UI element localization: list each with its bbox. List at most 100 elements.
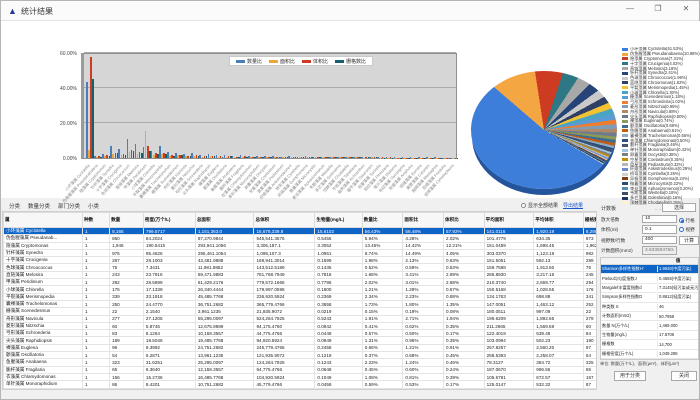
field-input-2[interactable] bbox=[642, 225, 677, 234]
table-row[interactable]: 甲藻属 Peridinium 1 292 28.5899 61,429.2176 779,… bbox=[3, 278, 596, 287]
bar-栅格数比 bbox=[278, 156, 281, 158]
table-cell: 294 bbox=[582, 278, 596, 287]
results-header-row: 值 bbox=[601, 258, 698, 265]
bar-legend-item: 体积比 bbox=[302, 58, 328, 65]
bar-group bbox=[377, 53, 386, 158]
result-row[interactable]: Simpson多样性指数D 0.8612(轻度污染) bbox=[601, 293, 698, 303]
table-row[interactable]: 针杆藻属 Synedra 1 975 95.4626 295,461.1054 1,095… bbox=[3, 248, 596, 258]
column-header[interactable]: 体积比 bbox=[443, 212, 485, 228]
table-cell: 43,481.9888 bbox=[194, 256, 255, 265]
table-row[interactable]: 尖头藻属 Raphidiopsis 1 189 18.5046 19,485.7768 9… bbox=[3, 336, 596, 345]
minimize-button[interactable]: — bbox=[626, 4, 634, 13]
table-row[interactable]: 栅藻属 Scenedesmus 1 22 2.1540 3,961.1235 21,935… bbox=[3, 307, 596, 316]
table-row[interactable]: 伪鱼腥藻属 Pseudanab... 1 860 84.2024 87,270.9844… bbox=[3, 234, 596, 243]
close-panel-button[interactable]: 关闭 bbox=[671, 371, 697, 381]
result-row[interactable]: 栅格数 14,700 bbox=[601, 340, 698, 350]
close-button[interactable]: ✕ bbox=[682, 4, 690, 13]
column-header[interactable]: 数量 bbox=[109, 212, 144, 228]
table-row[interactable]: 鱼腥藻属 Anabaena 1 323 31.6251 25,295.0097 124,2… bbox=[3, 358, 596, 367]
table-row[interactable]: 直链藻属 Melosira 1 243 23.7916 69,471.9883 781,7… bbox=[3, 270, 596, 280]
table-cell: 104,920.5924 bbox=[253, 372, 316, 382]
table-row[interactable]: 裸藻属 Euglena 1 96 9.3992 24,751.2682 245,779.4… bbox=[3, 343, 596, 353]
bar-栅格数比 bbox=[205, 156, 208, 158]
tab-1[interactable]: 分类 bbox=[9, 204, 21, 210]
tab-4[interactable]: 小类 bbox=[88, 204, 100, 210]
table-row[interactable]: 菱形藻属 Nitzschia 1 60 5.8745 12,675.9899 94,175… bbox=[3, 321, 596, 331]
result-row[interactable]: 生物量(mg/L) 17.6706 bbox=[601, 331, 698, 341]
use-for-classification-button[interactable]: 用于分类 bbox=[614, 371, 646, 381]
table-row[interactable]: 颤藻属 Oscillatoria 1 54 5.2871 13,961.1235 121,… bbox=[3, 351, 596, 360]
table-cell: 60 bbox=[582, 321, 596, 331]
pie-legend-label: 异极藻属 Gomphonema(0.24%) bbox=[630, 175, 690, 181]
radio-option[interactable]: 视野 bbox=[679, 225, 700, 234]
export-results-link[interactable]: 导出结果 bbox=[563, 203, 584, 209]
tab-3[interactable]: 部门分类 bbox=[58, 204, 81, 210]
table-cell: 55,295.0097 bbox=[194, 314, 255, 323]
table-row[interactable]: 衣藻属 Chlamydomonas 1 156 15.2736 16,485.7768 1… bbox=[3, 372, 596, 382]
table-row[interactable]: 脆杆藻属 Fragilaria 1 65 6.3640 12,159.3557 64,77… bbox=[3, 365, 596, 374]
column-header[interactable]: 属 bbox=[3, 212, 83, 228]
bar-体积比 bbox=[268, 156, 270, 158]
column-header[interactable]: 总面积 bbox=[194, 212, 255, 228]
field-input-3[interactable] bbox=[642, 235, 677, 244]
table-cell: 103.0994 bbox=[483, 336, 535, 345]
table-cell: 86 bbox=[109, 380, 144, 389]
table-row[interactable]: 单针藻属 Monoraphidium 1 86 8.4201 10,751.2682 45… bbox=[3, 380, 596, 389]
y-axis-tick-label: 60.00% bbox=[60, 51, 77, 57]
result-row[interactable]: 计数面积(mm2) 50.7959 bbox=[601, 312, 698, 322]
table-cell: 0.17% bbox=[443, 329, 485, 338]
pie-legend-item: 平裂藻属 Merismopedia(1.45%) bbox=[622, 85, 700, 90]
result-row[interactable]: 种类数 S 46 bbox=[601, 303, 698, 312]
column-header[interactable]: 种数 bbox=[81, 212, 111, 228]
pie-legend-label: 卵囊藻属 Oocystis(0.38%) bbox=[630, 151, 679, 157]
choose-board-button[interactable]: 选择 bbox=[662, 203, 696, 212]
bar-面积比 bbox=[282, 157, 285, 158]
column-header[interactable]: 面积比 bbox=[402, 212, 445, 228]
column-header[interactable]: 总体积 bbox=[253, 212, 316, 228]
pie-legend-label: 微囊藻属 Microcystis(0.22%) bbox=[630, 180, 684, 186]
result-row[interactable]: Pielou均匀度指数J 0.4656(中度污染) bbox=[601, 274, 698, 284]
bar-体积比 bbox=[300, 157, 303, 158]
table-cell: 3,305,187.1 bbox=[253, 241, 316, 250]
legend-color-chip bbox=[622, 191, 628, 195]
table-row[interactable]: 色球藻属 Chroococcus 1 75 7.3431 11,981.9852 143,… bbox=[3, 263, 596, 272]
table-cell: 1.31% bbox=[361, 336, 404, 345]
pie-legend-item: 针杆藻属 Synedra(2.41%) bbox=[622, 70, 700, 76]
table-cell: 9.3992 bbox=[142, 343, 196, 353]
column-header[interactable]: 密度(万个/L) bbox=[142, 212, 196, 228]
table-row[interactable]: 弓形藻属 Schroederia 1 83 8.1264 10,159.3557 44,7… bbox=[3, 329, 596, 338]
result-row[interactable]: Shannon多样性指数H′ 1.9630(中度污染) bbox=[601, 265, 698, 275]
result-row[interactable]: 栅格密度(万个/L) 1,049.285 bbox=[601, 350, 698, 359]
table-row[interactable]: 隐藻属 Cryptomonas 1 1,946 190.5415 293,941.105… bbox=[3, 241, 596, 250]
y-axis-tick-label: 0.00% bbox=[62, 156, 77, 162]
legend-color-chip bbox=[622, 163, 628, 167]
table-row[interactable]: 十字藻属 Crucigenia 1 287 28.1003 43,481.9888 169… bbox=[3, 256, 596, 265]
species-table-container[interactable]: 属种数 数量 密度(万个/L) 总面积 总体积 生物量(mg/L) 数量比 面积比 体积比 平均面… bbox=[2, 211, 597, 390]
column-header[interactable]: 平均面积 bbox=[483, 212, 535, 228]
table-cell: 0.46% bbox=[443, 358, 485, 367]
charts-area: 0.00% 20.00% 40.00% 60.00% 数量比 面积比 体积比 栅格数比 小环… bbox=[1, 21, 700, 213]
tab-2[interactable]: 数量分类 bbox=[28, 204, 51, 210]
table-row[interactable]: 小球藻属 Chlorella 1 175 17.1339 26,340.4444 179,… bbox=[3, 285, 596, 294]
field-input-1[interactable] bbox=[642, 214, 677, 223]
table-row[interactable]: 舟形藻属 Navicula 1 277 27.1205 55,295.0097 524,2… bbox=[3, 314, 596, 323]
calculate-button[interactable]: 计算 bbox=[679, 236, 699, 245]
show-all-results-checkbox[interactable]: 显示全部结果 bbox=[521, 202, 558, 209]
pie-legend-label: 鱼腥藻属 Anabaena(0.61%) bbox=[630, 127, 682, 133]
bar-面积比 bbox=[225, 156, 228, 158]
pie-legend-item: 单针藻属 Monoraphidium(0.42%) bbox=[622, 147, 700, 153]
table-row[interactable]: 囊裸藻属 Trachelomonas 1 250 24.4770 36,751.2682… bbox=[3, 299, 596, 309]
column-header[interactable]: 生物量(mg/L) bbox=[314, 212, 363, 228]
result-label: Simpson多样性指数D bbox=[601, 294, 658, 301]
column-header[interactable]: 平均体积 bbox=[533, 212, 584, 228]
radio-option[interactable]: 行格 bbox=[679, 216, 700, 225]
table-row[interactable]: 平裂藻属 Merismopedia 1 339 33.1918 45,485.7768 2… bbox=[3, 292, 596, 301]
table-cell: 18.5046 bbox=[142, 336, 196, 345]
column-header[interactable]: 数量比 bbox=[361, 212, 404, 228]
maximize-button[interactable]: ❐ bbox=[654, 4, 662, 13]
table-row[interactable]: 小环藻属 Cyclotella 1 8,165 799.5717 1,151,363.0… bbox=[3, 226, 596, 236]
bar-数量比 bbox=[256, 155, 258, 158]
column-header[interactable]: 栅格数 bbox=[582, 212, 596, 228]
result-row[interactable]: 数量 N(万个/L) 1,469.000 bbox=[601, 321, 698, 331]
